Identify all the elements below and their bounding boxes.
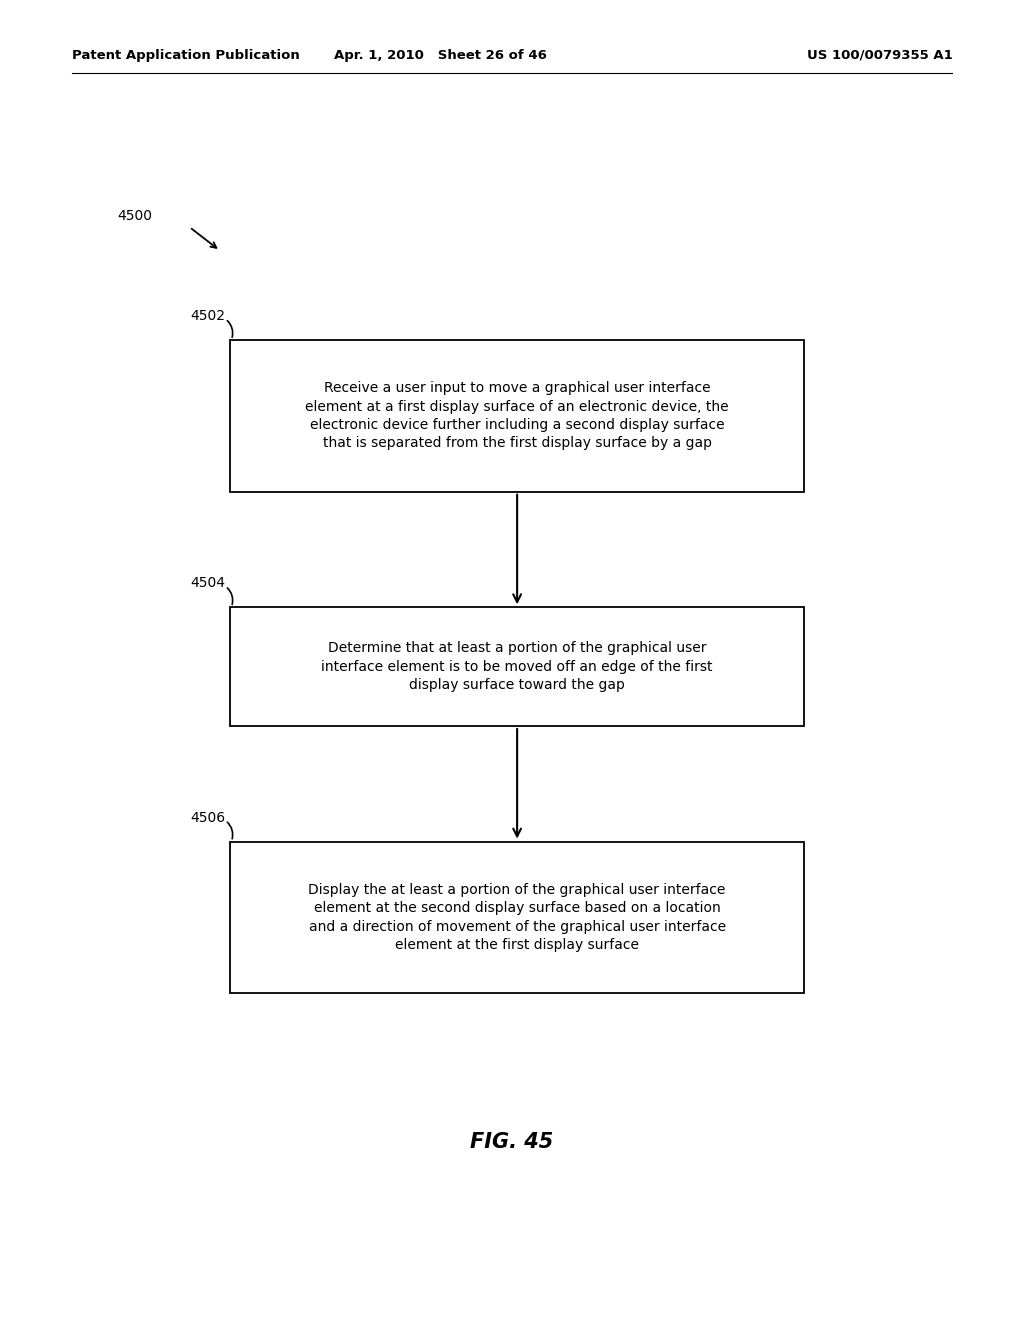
Text: 4500: 4500 xyxy=(118,210,153,223)
FancyBboxPatch shape xyxy=(230,607,804,726)
Text: 4504: 4504 xyxy=(190,577,225,590)
Text: Receive a user input to move a graphical user interface
element at a first displ: Receive a user input to move a graphical… xyxy=(305,381,729,450)
Text: Display the at least a portion of the graphical user interface
element at the se: Display the at least a portion of the gr… xyxy=(308,883,726,952)
Text: 4502: 4502 xyxy=(190,309,225,323)
Text: 4506: 4506 xyxy=(190,810,225,825)
FancyBboxPatch shape xyxy=(230,339,804,491)
Text: FIG. 45: FIG. 45 xyxy=(470,1131,554,1152)
Text: Patent Application Publication: Patent Application Publication xyxy=(72,49,299,62)
Text: US 100/0079355 A1: US 100/0079355 A1 xyxy=(807,49,952,62)
FancyBboxPatch shape xyxy=(230,842,804,993)
Text: Apr. 1, 2010   Sheet 26 of 46: Apr. 1, 2010 Sheet 26 of 46 xyxy=(334,49,547,62)
Text: Determine that at least a portion of the graphical user
interface element is to : Determine that at least a portion of the… xyxy=(322,642,713,692)
